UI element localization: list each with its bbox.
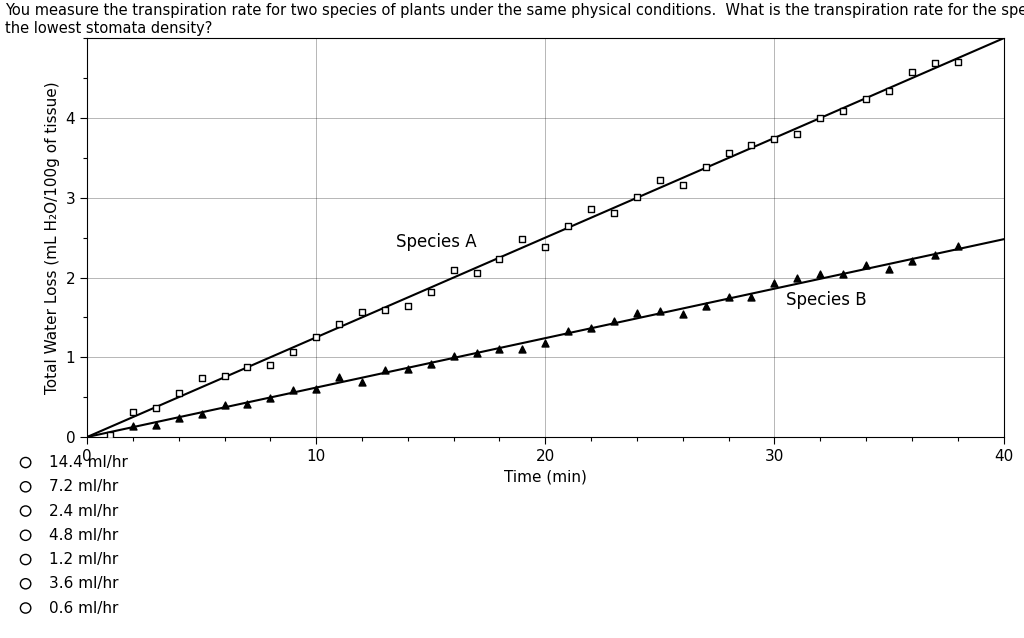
Y-axis label: Total Water Loss (mL H₂O/100g of tissue): Total Water Loss (mL H₂O/100g of tissue)	[45, 81, 60, 394]
Point	[858, 260, 874, 270]
Text: 4.8 ml/hr: 4.8 ml/hr	[49, 528, 119, 543]
Point	[354, 376, 371, 387]
Point	[949, 57, 966, 67]
Text: 1.2 ml/hr: 1.2 ml/hr	[49, 552, 119, 567]
Point	[468, 348, 484, 358]
Point	[743, 292, 760, 302]
Text: 3.6 ml/hr: 3.6 ml/hr	[49, 576, 119, 591]
Point	[675, 180, 691, 190]
Text: 7.2 ml/hr: 7.2 ml/hr	[49, 479, 119, 494]
Point	[881, 263, 897, 274]
Point	[812, 113, 828, 123]
Point	[262, 360, 279, 371]
Point	[445, 351, 462, 361]
Point	[583, 204, 599, 214]
Point	[812, 269, 828, 279]
Point	[629, 308, 645, 318]
Point	[492, 253, 508, 263]
Point	[651, 175, 668, 185]
Point	[675, 309, 691, 319]
Point	[216, 371, 232, 382]
Point	[514, 345, 530, 355]
Point	[651, 306, 668, 316]
Point	[354, 306, 371, 316]
Point	[927, 249, 943, 260]
Point	[560, 325, 577, 336]
Point	[835, 269, 851, 279]
Point	[308, 332, 325, 343]
Point	[285, 346, 301, 357]
Point	[331, 319, 347, 329]
Point	[194, 373, 210, 383]
Point	[697, 301, 714, 311]
Point	[285, 385, 301, 395]
Point	[308, 383, 325, 394]
Point	[721, 292, 737, 302]
Point	[125, 421, 141, 431]
Point	[835, 105, 851, 115]
Point	[170, 413, 187, 423]
Text: 14.4 ml/hr: 14.4 ml/hr	[49, 455, 128, 470]
Point	[858, 93, 874, 103]
Point	[216, 400, 232, 410]
Point	[538, 242, 554, 252]
Point	[697, 162, 714, 172]
Point	[583, 323, 599, 333]
Point	[240, 362, 256, 373]
Point	[790, 273, 806, 283]
Point	[904, 66, 921, 77]
Point	[606, 208, 623, 218]
Point	[904, 256, 921, 267]
Point	[399, 364, 416, 374]
Point	[445, 265, 462, 275]
Point	[721, 148, 737, 158]
Point	[423, 359, 439, 369]
X-axis label: Time (min): Time (min)	[504, 470, 587, 484]
Point	[514, 234, 530, 244]
Point	[377, 304, 393, 315]
Point	[538, 338, 554, 348]
Point	[377, 364, 393, 375]
Point	[560, 221, 577, 231]
Text: the lowest stomata density?: the lowest stomata density?	[5, 21, 213, 36]
Point	[606, 316, 623, 326]
Point	[743, 140, 760, 150]
Point	[492, 344, 508, 354]
Point	[240, 399, 256, 409]
Text: You measure the transpiration rate for two species of plants under the same phys: You measure the transpiration rate for t…	[5, 3, 1024, 19]
Point	[927, 58, 943, 68]
Point	[881, 85, 897, 96]
Point	[949, 241, 966, 251]
Point	[101, 430, 118, 440]
Text: Species A: Species A	[396, 233, 477, 251]
Point	[170, 388, 187, 398]
Text: 0.6 ml/hr: 0.6 ml/hr	[49, 600, 119, 616]
Point	[766, 278, 782, 288]
Point	[790, 128, 806, 138]
Point	[629, 192, 645, 202]
Point	[766, 133, 782, 144]
Point	[125, 406, 141, 417]
Text: 2.4 ml/hr: 2.4 ml/hr	[49, 503, 119, 519]
Point	[423, 286, 439, 297]
Point	[147, 420, 164, 430]
Text: Species B: Species B	[785, 291, 866, 309]
Point	[468, 268, 484, 278]
Point	[262, 393, 279, 403]
Point	[194, 409, 210, 419]
Point	[331, 373, 347, 383]
Point	[399, 300, 416, 311]
Point	[147, 403, 164, 413]
